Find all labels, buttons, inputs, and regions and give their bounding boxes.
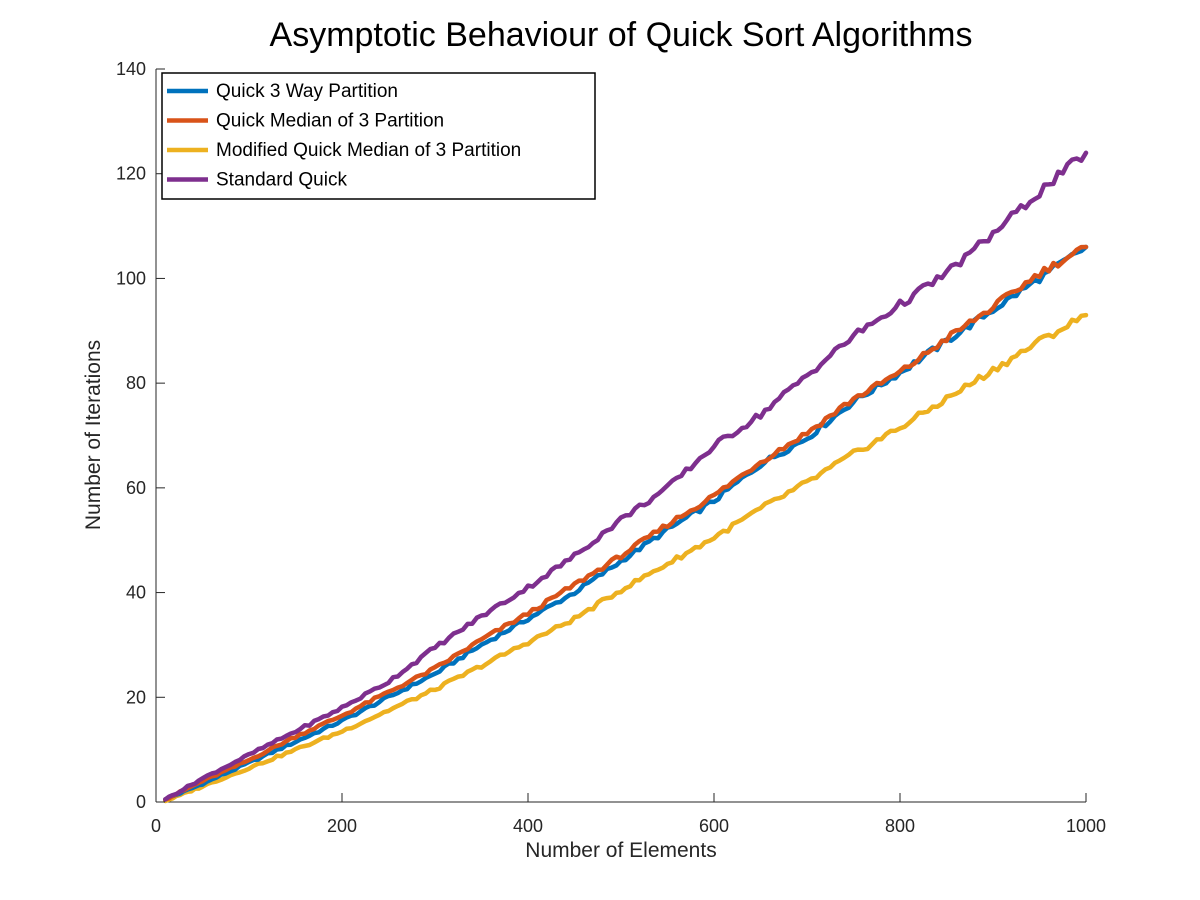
legend-entry: Modified Quick Median of 3 Partition [216,140,521,161]
x-tick-label: 600 [699,816,729,836]
y-tick-label: 80 [126,373,146,393]
series-line [163,244,1089,802]
y-tick-label: 100 [116,268,146,288]
legend-entry: Quick 3 Way Partition [216,81,398,102]
plot-area [155,69,1086,803]
y-axis-label: Number of Iterations [82,340,105,530]
x-axis-label: Number of Elements [525,839,716,862]
x-tick-label: 800 [885,816,915,836]
legend-entry: Quick Median of 3 Partition [216,111,444,132]
legend-box [161,72,596,200]
y-tick-label: 20 [126,687,146,707]
series-line [163,150,1089,802]
chart-title: Asymptotic Behaviour of Quick Sort Algor… [270,16,973,54]
x-tick-label: 0 [151,816,161,836]
y-tick-label: 140 [116,59,146,79]
y-tick-label: 120 [116,164,146,184]
series-lines [163,150,1089,804]
legend-entry: Standard Quick [216,170,347,191]
series-line [163,244,1089,802]
y-tick-label: 60 [126,478,146,498]
y-axis-ticks: 0 20 40 60 80 100 120 140 [116,59,165,812]
x-tick-label: 1000 [1066,816,1106,836]
series-line [163,312,1089,804]
legend: Quick 3 Way Partition Quick Median of 3 P… [161,72,596,200]
y-tick-label: 40 [126,583,146,603]
x-axis-ticks: 0 200 400 600 800 1000 [151,793,1106,836]
x-tick-label: 200 [327,816,357,836]
y-tick-label: 0 [136,792,146,812]
x-tick-label: 400 [513,816,543,836]
